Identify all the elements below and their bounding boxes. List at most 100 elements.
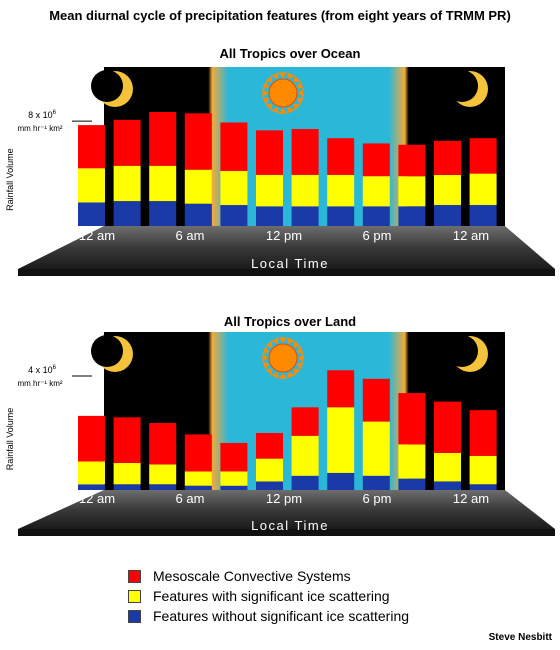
bar-segment-ice bbox=[184, 471, 212, 486]
x-tick-label: 12 am bbox=[79, 228, 115, 243]
legend-label: Mesoscale Convective Systems bbox=[153, 568, 351, 584]
chart-ocean: All Tropics over Ocean 8 x 106 mm hr⁻¹ km²… bbox=[5, 46, 555, 276]
bar-segment-no-ice bbox=[113, 201, 141, 226]
legend: Mesoscale Convective Systems Features wi… bbox=[128, 566, 409, 626]
reference-value-label: 8 x 106 bbox=[28, 110, 57, 120]
bar-segment-no-ice bbox=[398, 478, 426, 490]
legend-swatch-ice bbox=[128, 589, 141, 603]
sun-icon bbox=[262, 337, 304, 379]
x-tick-label: 12 pm bbox=[266, 491, 302, 506]
x-tick-label: 12 am bbox=[453, 491, 489, 506]
moon-icon bbox=[446, 335, 488, 372]
bar-segment-mcs bbox=[398, 144, 426, 177]
bar-segment-mcs bbox=[398, 393, 426, 445]
bar-segment-ice bbox=[256, 174, 283, 207]
bar-segment-no-ice bbox=[434, 205, 461, 226]
bar-segment-mcs bbox=[78, 125, 105, 169]
bar-segment-mcs bbox=[78, 415, 105, 462]
bar-segment-mcs bbox=[434, 140, 461, 175]
y-axis-label: Rainfall Volume bbox=[5, 148, 15, 211]
bar-segment-mcs bbox=[434, 401, 461, 453]
chart-land: All Tropics over Land 4 x 106 mm hr⁻¹ km² R… bbox=[5, 314, 555, 536]
bar-segment-no-ice bbox=[220, 205, 248, 226]
bar-segment-mcs bbox=[184, 434, 212, 472]
sun-icon bbox=[262, 72, 304, 114]
bar-segment-ice bbox=[220, 170, 248, 206]
bar-segment-no-ice bbox=[78, 202, 105, 226]
bar-segment-ice bbox=[398, 176, 426, 207]
bar-segment-ice bbox=[78, 168, 105, 203]
bar-segment-no-ice bbox=[434, 481, 461, 490]
bar-segment-ice bbox=[327, 407, 355, 473]
bar-segment-mcs bbox=[327, 370, 355, 408]
bar-segment-no-ice bbox=[398, 206, 426, 226]
bar-segment-ice bbox=[362, 421, 390, 476]
bar-segment-no-ice bbox=[469, 484, 497, 490]
bar-segment-mcs bbox=[220, 122, 248, 171]
bar-segment-mcs bbox=[469, 138, 497, 174]
bar-segment-mcs bbox=[291, 129, 319, 175]
moon-icon bbox=[91, 70, 133, 107]
y-axis-label: Rainfall Volume bbox=[5, 408, 15, 471]
bar-segment-mcs bbox=[220, 442, 248, 472]
main-title: Mean diurnal cycle of precipitation feat… bbox=[49, 8, 511, 23]
bar-segment-no-ice bbox=[78, 484, 105, 490]
bar-segment-mcs bbox=[327, 138, 355, 175]
bar-segment-ice bbox=[78, 461, 105, 485]
bar-segment-mcs bbox=[184, 113, 212, 170]
bar-segment-no-ice bbox=[256, 206, 283, 226]
reference-value-label: 4 x 106 bbox=[28, 365, 57, 375]
x-tick-label: 6 am bbox=[176, 228, 205, 243]
bar-segment-ice bbox=[327, 174, 355, 207]
bar-segment-ice bbox=[149, 464, 177, 485]
moon-icon bbox=[91, 335, 133, 372]
ground-floor bbox=[18, 226, 555, 269]
x-tick-label: 12 am bbox=[453, 228, 489, 243]
reference-unit-label: mm hr⁻¹ km² bbox=[17, 124, 62, 133]
legend-item-ice: Features with significant ice scattering bbox=[128, 586, 409, 606]
ground-edge bbox=[18, 529, 555, 536]
chart-title: All Tropics over Land bbox=[224, 314, 356, 329]
bar-segment-ice bbox=[434, 452, 461, 482]
bar-segment-mcs bbox=[256, 432, 283, 459]
bar-segment-mcs bbox=[291, 407, 319, 436]
bar-segment-mcs bbox=[362, 143, 390, 177]
bar-segment-ice bbox=[291, 435, 319, 476]
bar-segment-no-ice bbox=[327, 206, 355, 226]
bar-segment-no-ice bbox=[149, 484, 177, 490]
bar-segment-ice bbox=[113, 165, 141, 202]
bar-segment-no-ice bbox=[184, 485, 212, 490]
bar-segment-mcs bbox=[149, 112, 177, 166]
bar-segment-ice bbox=[469, 455, 497, 485]
bar-segment-no-ice bbox=[327, 472, 355, 490]
legend-swatch-noice bbox=[128, 609, 141, 623]
legend-item-noice: Features without significant ice scatter… bbox=[128, 606, 409, 626]
bar-segment-mcs bbox=[256, 130, 283, 175]
bar-segment-no-ice bbox=[362, 206, 390, 226]
bar-segment-ice bbox=[220, 471, 248, 486]
bar-segment-mcs bbox=[469, 410, 497, 456]
x-tick-label: 12 am bbox=[79, 491, 115, 506]
bar-segment-no-ice bbox=[184, 203, 212, 226]
bar-segment-ice bbox=[291, 174, 319, 207]
x-tick-label: 6 pm bbox=[363, 491, 392, 506]
moon-icon bbox=[446, 70, 488, 107]
ground-edge bbox=[18, 269, 555, 276]
bar-segment-no-ice bbox=[220, 485, 248, 490]
bar-segment-ice bbox=[469, 173, 497, 206]
bar-segment-mcs bbox=[149, 423, 177, 465]
ground-floor bbox=[18, 490, 555, 529]
x-tick-label: 12 pm bbox=[266, 228, 302, 243]
bar-segment-mcs bbox=[113, 119, 141, 166]
bar-segment-no-ice bbox=[362, 475, 390, 490]
legend-label: Features without significant ice scatter… bbox=[153, 608, 410, 624]
bar-segment-no-ice bbox=[113, 484, 141, 490]
x-tick-label: 6 pm bbox=[363, 228, 392, 243]
x-tick-label: 6 am bbox=[176, 491, 205, 506]
bar-segment-no-ice bbox=[291, 206, 319, 226]
bar-segment-no-ice bbox=[256, 481, 283, 490]
bar-segment-ice bbox=[184, 169, 212, 204]
chart-title: All Tropics over Ocean bbox=[220, 46, 361, 61]
bar-segment-ice bbox=[149, 165, 177, 202]
bar-segment-ice bbox=[113, 462, 141, 485]
